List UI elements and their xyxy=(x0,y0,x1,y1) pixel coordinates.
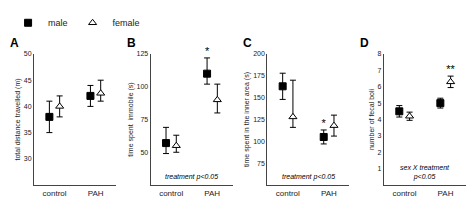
svg-text:75: 75 xyxy=(140,116,148,123)
svg-text:50: 50 xyxy=(140,149,148,156)
svg-text:100: 100 xyxy=(253,138,265,145)
svg-text:time spent in the inner area (: time spent in the inner area (s) xyxy=(243,72,251,167)
svg-text:3: 3 xyxy=(378,132,382,139)
svg-text:125: 125 xyxy=(253,116,265,123)
svg-text:control: control xyxy=(159,189,183,198)
svg-text:7: 7 xyxy=(378,67,382,74)
svg-text:female: female xyxy=(113,18,140,28)
svg-text:time spent immobile (s): time spent immobile (s) xyxy=(127,82,135,156)
svg-text:175: 175 xyxy=(253,72,265,79)
svg-text:D: D xyxy=(360,36,369,50)
svg-text:male: male xyxy=(48,18,68,28)
svg-text:40: 40 xyxy=(24,103,32,110)
svg-text:control: control xyxy=(43,189,67,198)
svg-text:100: 100 xyxy=(137,83,149,90)
svg-text:control: control xyxy=(392,189,416,198)
svg-text:30: 30 xyxy=(24,155,32,162)
svg-text:total distance travelled (m): total distance travelled (m) xyxy=(14,78,22,160)
svg-text:PAH: PAH xyxy=(438,189,454,198)
svg-text:sex X treatmentp<0.05: sex X treatmentp<0.05 xyxy=(400,164,450,181)
svg-text:C: C xyxy=(243,36,252,50)
svg-text:**: ** xyxy=(446,63,455,75)
svg-text:treatment p<0.05: treatment p<0.05 xyxy=(282,173,335,181)
svg-text:B: B xyxy=(127,36,136,50)
svg-text:45: 45 xyxy=(24,77,32,84)
svg-text:50: 50 xyxy=(24,50,32,57)
svg-text:treatment p<0.05: treatment p<0.05 xyxy=(165,173,218,181)
svg-text:A: A xyxy=(10,36,19,50)
svg-text:200: 200 xyxy=(253,50,265,57)
svg-text:PAH: PAH xyxy=(88,189,104,198)
svg-text:6: 6 xyxy=(378,83,382,90)
svg-text:*: * xyxy=(205,45,210,57)
svg-text:2: 2 xyxy=(378,149,382,156)
svg-text:4: 4 xyxy=(378,116,382,123)
svg-text:control: control xyxy=(276,189,300,198)
svg-text:number of fecal boli: number of fecal boli xyxy=(368,89,375,151)
svg-text:35: 35 xyxy=(24,129,32,136)
svg-text:150: 150 xyxy=(253,94,265,101)
svg-text:5: 5 xyxy=(378,100,382,107)
svg-text:PAH: PAH xyxy=(204,189,220,198)
svg-text:125: 125 xyxy=(137,50,149,57)
svg-text:*: * xyxy=(322,117,327,129)
svg-text:8: 8 xyxy=(378,50,382,57)
svg-text:75: 75 xyxy=(257,160,265,167)
svg-text:PAH: PAH xyxy=(321,189,337,198)
svg-text:1: 1 xyxy=(378,165,382,172)
